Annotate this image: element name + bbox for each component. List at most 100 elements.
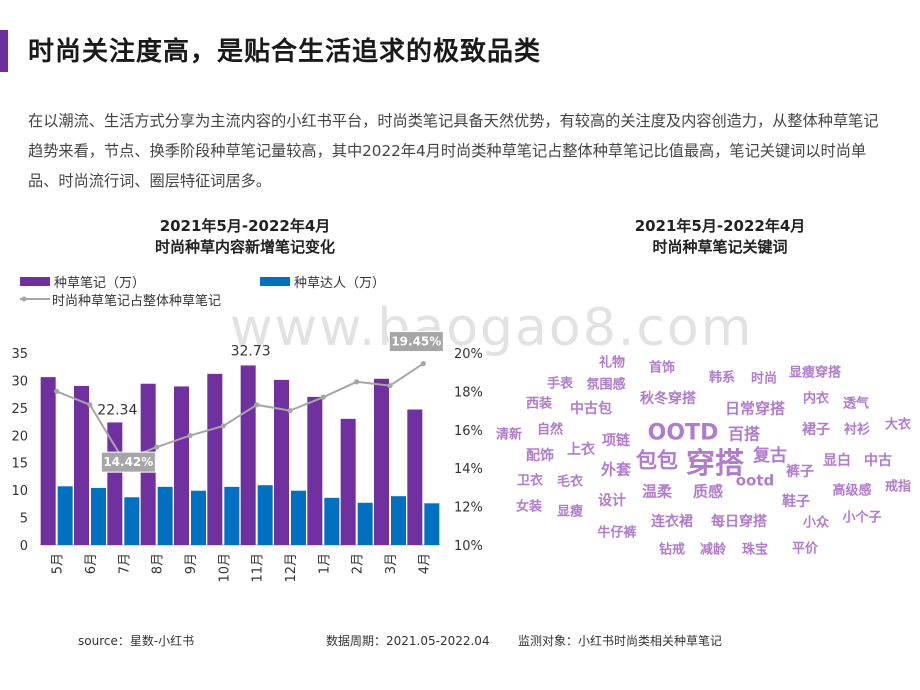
keyword-12: 日常穿搭 [725,399,785,417]
y-left-tick-label: 30 [11,374,28,389]
legend-label-ratio: 时尚种草笔记占整体种草笔记 [52,293,222,309]
keyword-38: 设计 [598,492,626,509]
ratio-point [387,383,393,389]
ratio-point [320,394,326,400]
left-chart-title-line-2: 时尚种草内容新增笔记变化 [154,238,335,256]
keyword-28: 裤子 [786,463,814,480]
title-accent-bar [0,30,8,72]
keyword-26: 包包 [636,448,678,472]
keyword-33: 戒指 [885,479,911,495]
y-right-tick-label: 18% [454,385,483,400]
bar-notes [74,385,89,545]
legend-label-notes: 种草笔记（万） [54,275,146,291]
legend-row-bottom: 时尚种草笔记占整体种草笔记 [20,290,385,309]
ratio-point [120,457,126,463]
y-right-tick-label: 16% [454,424,483,439]
y-right-tick-label: 10% [454,539,483,554]
y-left-tick-label: 5 [20,512,28,527]
ratio-data-label: 14.42% [103,455,153,469]
legend-swatch-creators [260,276,290,286]
keyword-4: 显瘦穿搭 [789,365,842,381]
bar-creators [424,503,440,545]
ratio-point [254,402,260,408]
legend-swatch-notes [20,276,50,286]
ratio-data-label-box [100,451,156,473]
right-chart-title: 2021年5月-2022年4月 时尚种草笔记关键词 [575,216,865,258]
footer-period: 数据周期：2021.05-2022.04 [326,634,490,648]
keyword-6: 氛围感 [586,377,625,393]
intro-paragraph: 在以潮流、生活方式分享为主流内容的小红书平台，时尚类笔记具备天然优势，有较高的关… [28,112,879,190]
y-left-tick-label: 20 [11,429,28,444]
keyword-47: 减龄 [700,542,727,558]
keyword-25: 配饰 [526,447,554,464]
y-left-tick-label: 15 [11,457,28,472]
ratio-point [154,444,160,450]
keyword-34: 温柔 [642,482,673,500]
bar-creators [224,486,240,545]
keyword-11: 中古包 [570,400,612,417]
y-left-tick-label: 35 [11,347,28,362]
keyword-23: 显白 [823,452,851,469]
keyword-15: 大衣 [885,417,911,433]
keyword-44: 小众 [803,515,829,531]
notes-data-label: 22.34 [97,402,137,418]
keyword-24: 中古 [864,452,892,469]
x-tick-label: 11月 [251,553,266,583]
bar-notes [274,379,289,545]
x-tick-label: 5月 [51,553,66,574]
keyword-29: 卫衣 [517,473,543,489]
keyword-5: 手表 [547,376,574,392]
x-tick-label: 6月 [84,553,99,574]
watermark: www.baogao8.com [230,298,754,358]
keyword-41: 小个子 [842,510,881,526]
bar-notes [340,418,356,545]
bar-notes [207,373,223,545]
x-tick-label: 10月 [217,553,232,583]
ratio-point [354,379,360,385]
keyword-35: 质感 [693,482,723,500]
footer-object: 监测对象：小红书时尚类相关种草笔记 [518,634,723,648]
bar-creators [157,486,173,545]
keyword-7: 秋冬穿搭 [640,390,697,407]
y-left-tick-label: 25 [11,402,28,417]
bar-creators [357,502,373,545]
keyword-39: 鞋子 [782,493,810,510]
x-tick-label: 1月 [317,553,332,574]
keyword-43: 每日穿搭 [711,513,768,530]
ratio-point [54,388,60,394]
y-left-tick-label: 10 [11,484,28,499]
bar-notes [307,396,323,545]
left-chart-title: 2021年5月-2022年4月 时尚种草内容新增笔记变化 [100,216,390,258]
x-tick-label: 7月 [117,553,132,574]
keyword-49: 平价 [792,542,819,557]
keyword-37: 女装 [516,499,542,515]
ratio-point [220,423,226,429]
keyword-31: 外套 [600,460,632,478]
bar-notes [107,422,123,545]
keyword-18: OOTD [648,421,719,446]
page-title: 时尚关注度高，是贴合生活追求的极致品类 [28,37,542,67]
keyword-46: 钻戒 [659,542,685,558]
keyword-3: 时尚 [751,371,777,387]
keyword-20: 项链 [602,432,631,449]
bar-creators [57,486,73,545]
keyword-14: 衬衫 [844,422,870,438]
bar-creators [191,490,206,545]
x-tick-label: 9月 [184,553,199,574]
x-tick-label: 8月 [151,553,166,574]
ratio-point [87,402,93,408]
ratio-point [420,360,426,367]
keyword-21: 上衣 [567,441,596,458]
right-chart-title-line-2: 时尚种草笔记关键词 [652,238,788,256]
legend-label-creators: 种草达人（万） [294,275,386,291]
bar-notes [40,377,56,545]
y-right-tick-label: 12% [454,501,483,516]
bar-creators [291,490,306,545]
keyword-36: 高级感 [832,483,871,499]
keyword-10: 西装 [526,396,552,412]
bar-notes [240,365,256,545]
keyword-13: 裙子 [802,421,830,438]
chart-legend: 种草笔记（万） 种草达人（万） 时尚种草笔记占整体种草笔记 [20,272,386,309]
keyword-2: 韩系 [709,370,735,386]
footer-source: source：星数-小红书 [78,634,195,648]
